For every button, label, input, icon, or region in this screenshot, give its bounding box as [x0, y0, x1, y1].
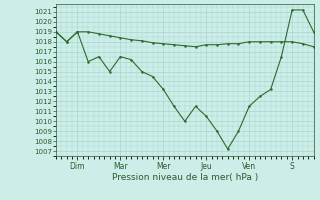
X-axis label: Pression niveau de la mer( hPa ): Pression niveau de la mer( hPa ) — [112, 173, 258, 182]
